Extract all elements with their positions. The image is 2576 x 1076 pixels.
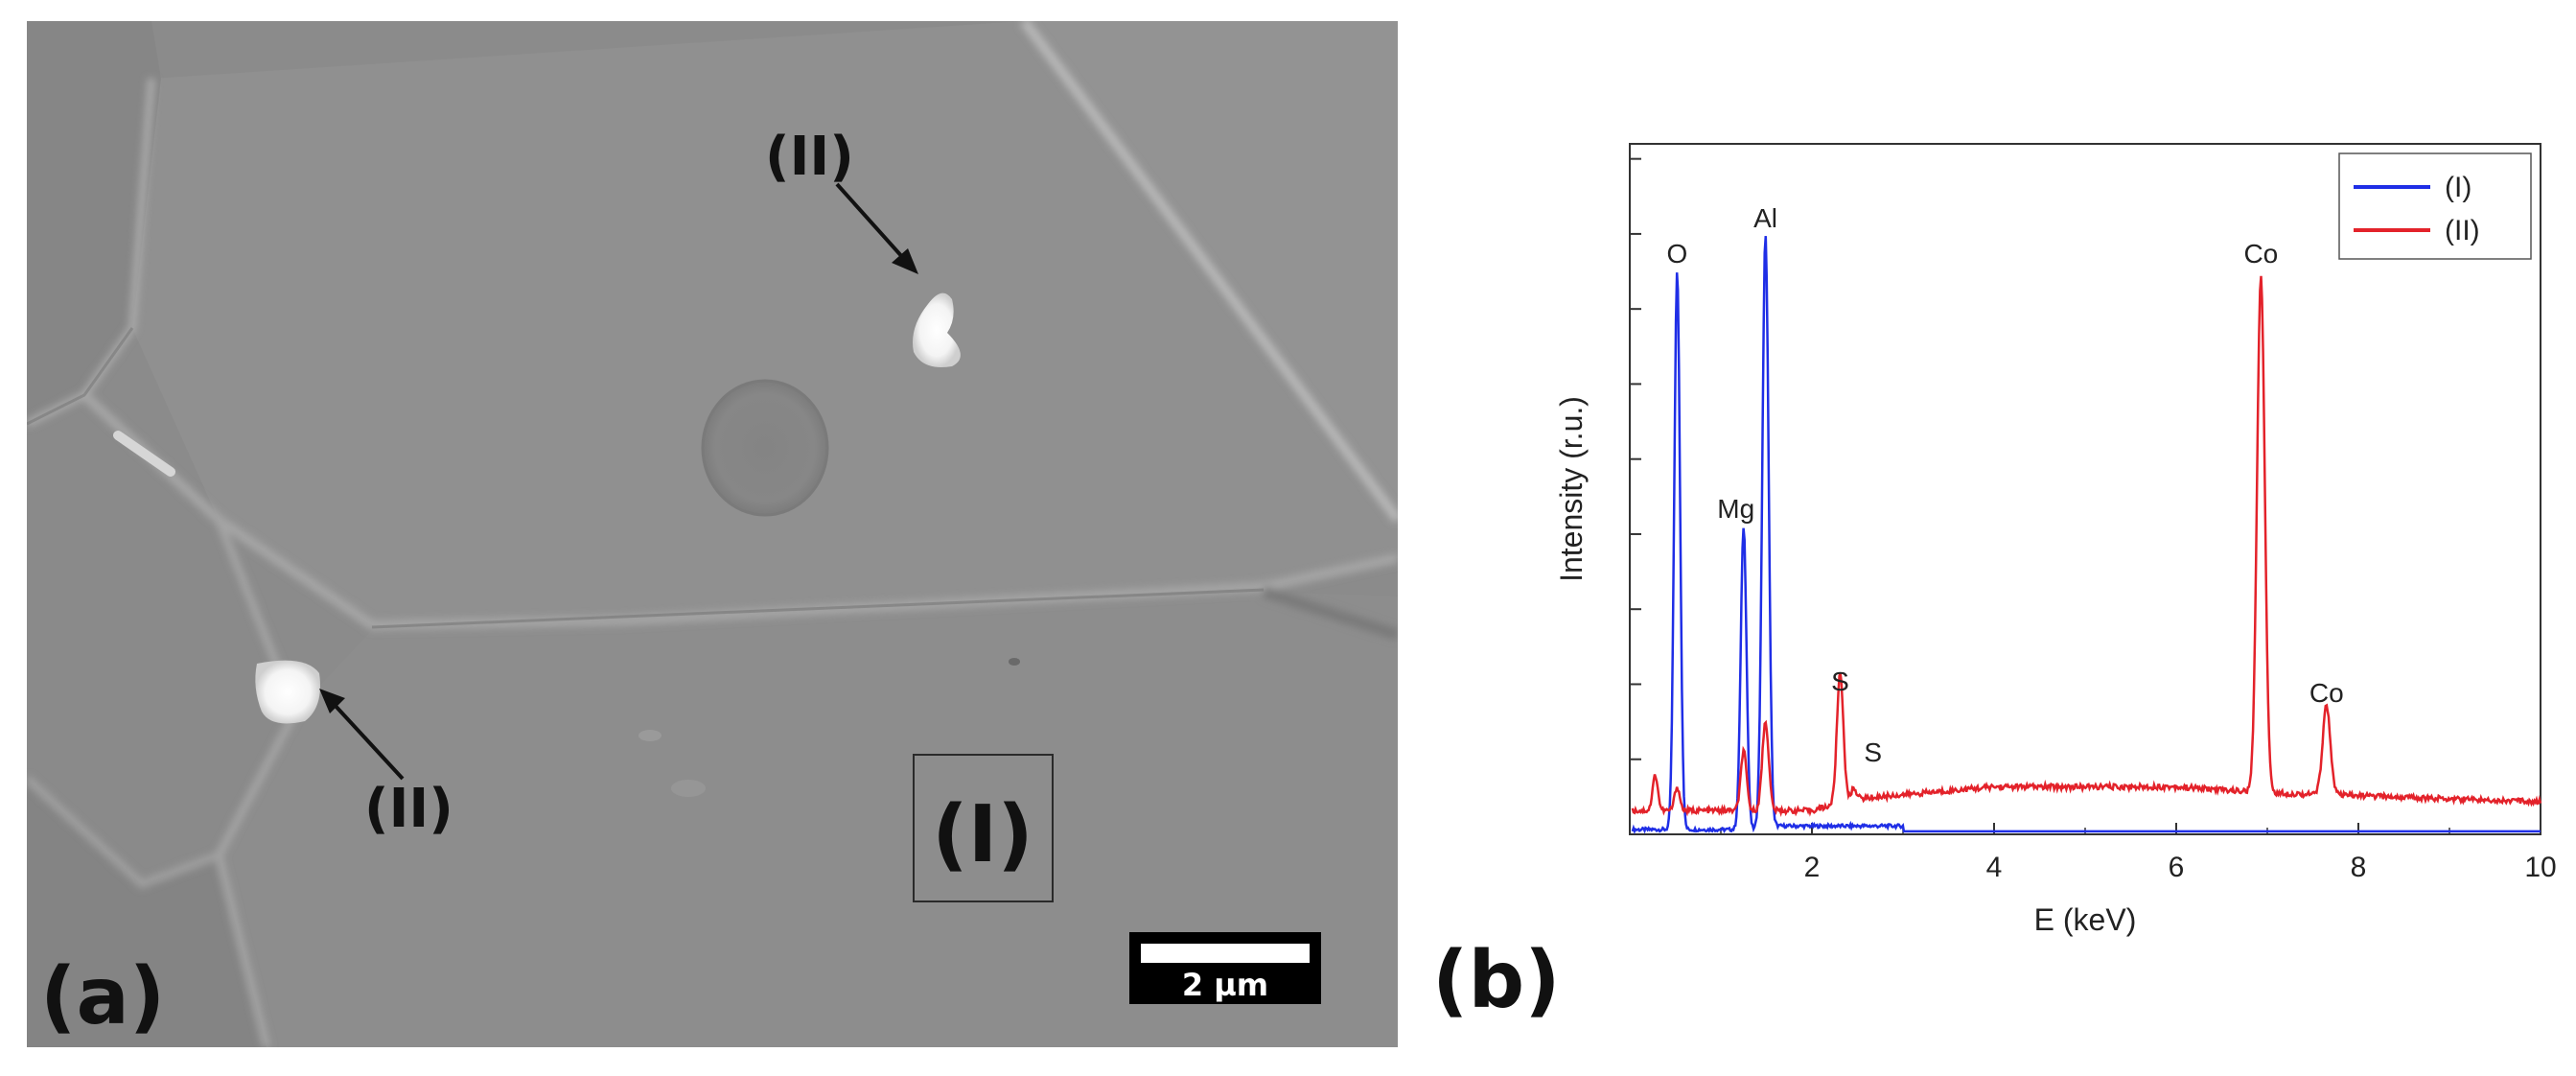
eds-spectrum-chart: 2 4 6 8 10 E (keV) Intensity (r.u.) O Al Mg S S Co Co… — [1554, 143, 2557, 937]
peak-label: S — [1864, 737, 1882, 767]
scale-bar: 2 µm — [1129, 932, 1321, 1004]
peak-label: Co — [2309, 678, 2344, 708]
sem-micrograph-panel: (II) (II) (I) 2 µm (a) — [27, 21, 1398, 1047]
region-I-label: (I) — [932, 789, 1033, 880]
x-tick-label: 8 — [2351, 852, 2367, 883]
y-axis-label: Intensity (r.u.) — [1554, 396, 1589, 582]
spectrum-line-series-2 — [1631, 275, 2542, 818]
x-tick-label: 10 — [2524, 852, 2556, 883]
particle-label-upper: (II) — [765, 126, 854, 188]
panel-label-a: (a) — [40, 951, 165, 1042]
arrow-upper — [835, 182, 918, 274]
x-axis-label: E (keV) — [2034, 902, 2137, 937]
peak-label: O — [1667, 239, 1688, 269]
region-I-box — [913, 754, 1054, 902]
legend-box — [2338, 152, 2532, 260]
x-tick-label: 4 — [1986, 852, 2003, 883]
cobalt-sulfide-particle-lower — [255, 660, 320, 724]
peak-label: Al — [1753, 203, 1777, 233]
peak-label: Mg — [1717, 494, 1754, 524]
particle-label-lower: (II) — [364, 778, 453, 840]
peak-label: S — [1831, 667, 1849, 696]
x-tick-label: 6 — [2169, 852, 2185, 883]
x-tick-label: 2 — [1804, 852, 1821, 883]
scale-bar-text: 2 µm — [1182, 967, 1268, 1003]
arrow-lower — [319, 689, 405, 781]
spectrum-line-series-1 — [1631, 236, 2541, 834]
panel-label-b: (b) — [1432, 935, 1561, 1026]
legend-label: (II) — [2445, 215, 2480, 246]
sem-image: (II) (II) (I) 2 µm (a) — [27, 21, 1398, 1047]
panel-b-label-wrapper: (b) — [1432, 935, 1561, 1026]
legend-label: (I) — [2445, 172, 2472, 203]
plot-area: 2 4 6 8 10 E (keV) Intensity (r.u.) O Al Mg S S Co Co… — [1554, 143, 2557, 937]
cobalt-sulfide-particle-upper — [913, 292, 961, 367]
peak-label: Co — [2243, 239, 2278, 269]
